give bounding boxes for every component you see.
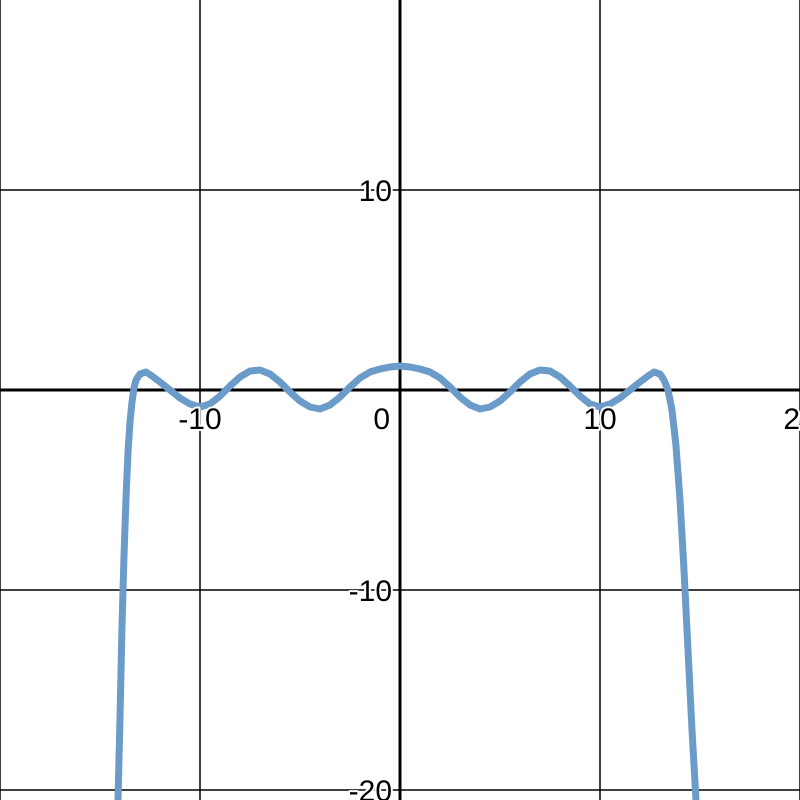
x-tick-label: 0 (373, 403, 390, 436)
series-curve-0 (114, 362, 700, 800)
plot-curves (114, 362, 700, 800)
y-tick-label: -20 (349, 775, 392, 800)
y-tick-label: -10 (349, 575, 392, 608)
y-tick-label: 10 (359, 175, 392, 208)
x-tick-label: 10 (583, 403, 616, 436)
x-tick-label: -10 (178, 403, 221, 436)
x-tick-label: 20 (783, 403, 800, 436)
tick-labels: -10 0 10 20 10 -10 -20 (176, 173, 800, 800)
